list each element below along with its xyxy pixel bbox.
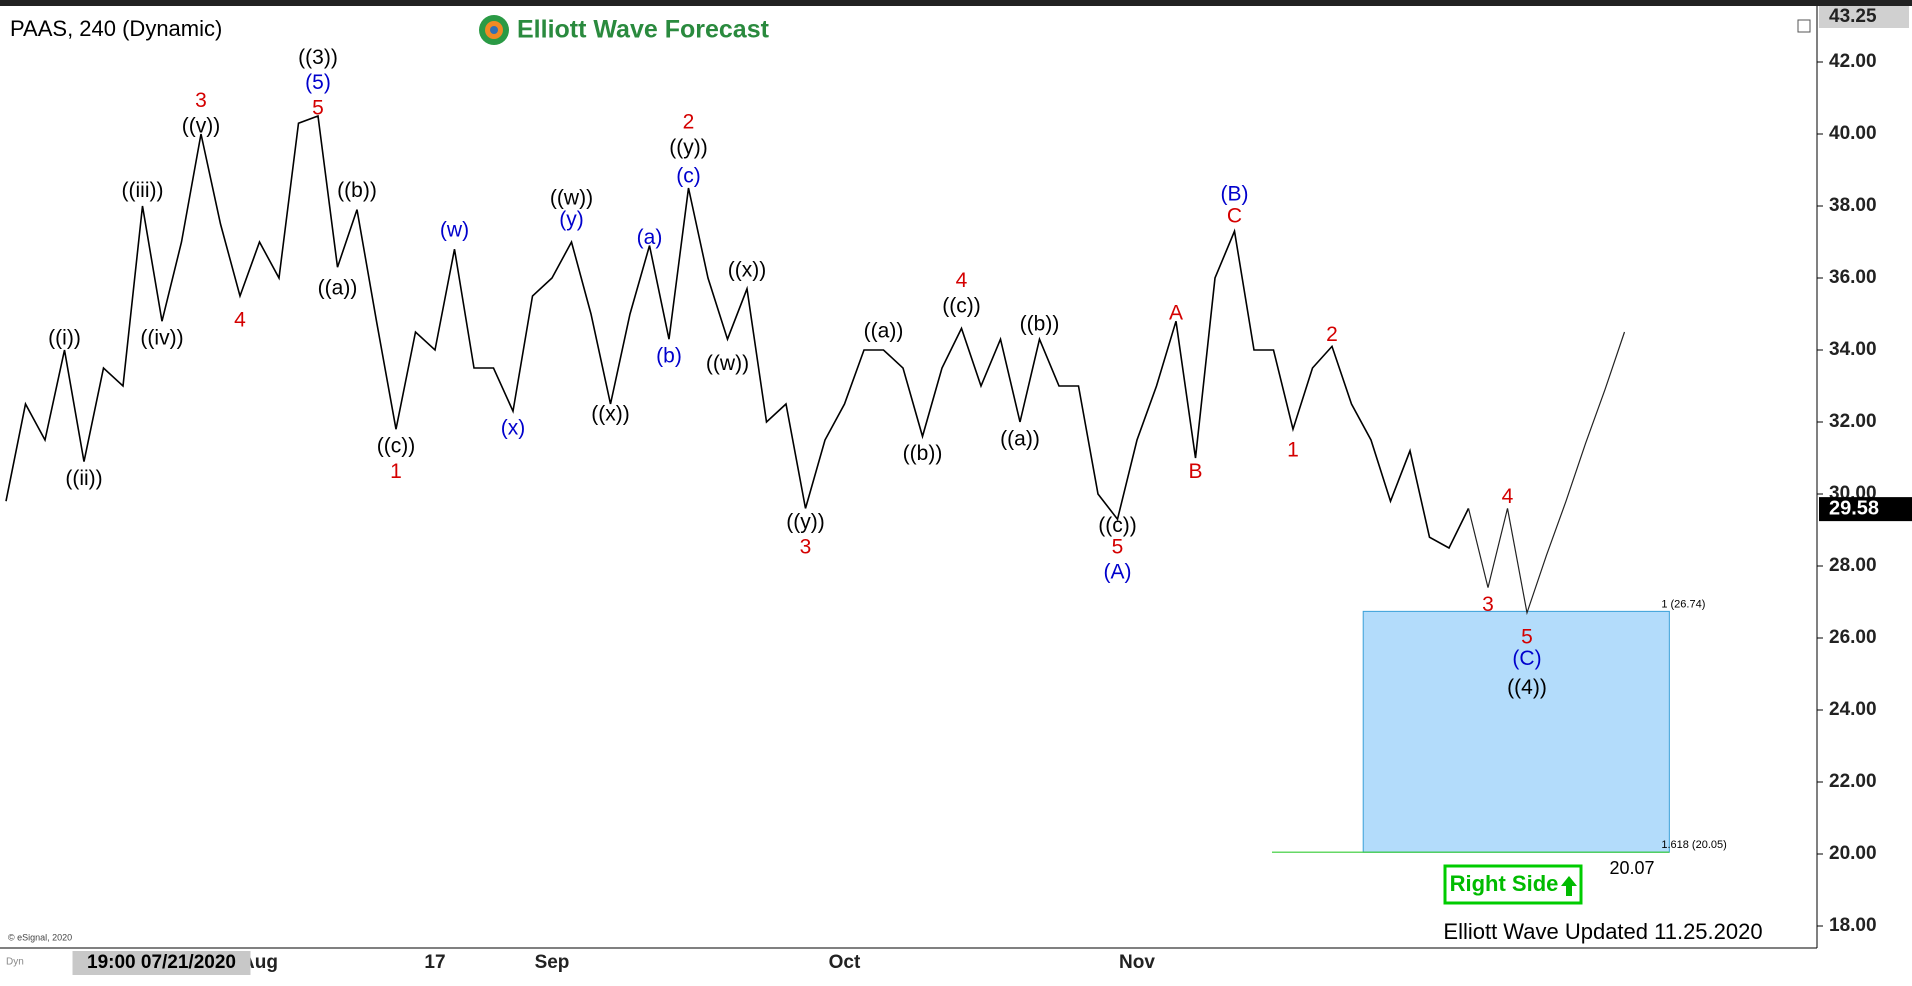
symbol-title: PAAS, 240 (Dynamic) xyxy=(10,16,222,41)
y-tick-label: 18.00 xyxy=(1829,915,1877,936)
wave-label: ((y)) xyxy=(786,510,824,533)
last-price-box xyxy=(1819,497,1912,522)
badge-text: Right Side xyxy=(1450,871,1559,896)
wave-label: (B) xyxy=(1221,183,1249,206)
top-border xyxy=(0,0,1912,6)
badge-arrow xyxy=(1561,876,1577,896)
y-tick-label: 36.00 xyxy=(1829,267,1877,288)
x-tick-label: Sep xyxy=(535,952,570,973)
wave-label: 3 xyxy=(800,536,812,559)
y-tick-label: 42.00 xyxy=(1829,51,1877,72)
wave-label: ((b)) xyxy=(903,442,943,465)
last-price-label: 29.58 xyxy=(1829,497,1879,519)
y-tick-label: 24.00 xyxy=(1829,699,1877,720)
wave-label: 1 xyxy=(1287,438,1299,461)
y-tick-label: 38.00 xyxy=(1829,195,1877,216)
fib-bottom-label: 1.618 (20.05) xyxy=(1661,839,1726,851)
x-tick-label: 17 xyxy=(424,952,445,973)
wave-label: (y) xyxy=(559,208,584,231)
y-tick-label: 22.00 xyxy=(1829,771,1877,792)
wave-label: 1 xyxy=(390,460,402,483)
wave-label: ((c)) xyxy=(1098,514,1136,537)
wave-label: 5 xyxy=(312,96,324,119)
wave-label: (w) xyxy=(440,219,469,242)
wave-label: ((x)) xyxy=(591,402,629,425)
wave-label: C xyxy=(1227,204,1242,227)
wave-label: ((iv)) xyxy=(140,327,183,350)
y-tick-label: 26.00 xyxy=(1829,627,1877,648)
wave-label: (c) xyxy=(676,165,701,188)
brand-name: Elliott Wave Forecast xyxy=(517,16,770,44)
badge-box xyxy=(1443,864,1583,905)
wave-label: (b) xyxy=(656,345,682,368)
wave-label: ((iii)) xyxy=(122,179,164,202)
wave-label: ((4)) xyxy=(1507,676,1547,699)
wave-label: 3 xyxy=(195,89,207,112)
wave-label: 5 xyxy=(1521,626,1533,649)
wave-label: ((a)) xyxy=(318,276,358,299)
wave-label: A xyxy=(1169,302,1183,325)
crosshair-label: 19:00 07/21/2020 xyxy=(87,952,236,973)
wave-label: 2 xyxy=(683,111,695,134)
wave-label: (A) xyxy=(1104,561,1132,584)
crosshair-box xyxy=(72,951,251,975)
wave-label: ((i)) xyxy=(48,327,81,350)
wave-label: ((ii)) xyxy=(65,467,102,490)
wave-label: 4 xyxy=(956,269,968,292)
wave-label: ((3)) xyxy=(298,46,338,69)
high-price-box xyxy=(1819,6,1909,28)
wave-label: 4 xyxy=(234,309,246,332)
wave-label: ((w)) xyxy=(706,352,749,375)
wave-label: 4 xyxy=(1502,485,1514,508)
wave-label: (C) xyxy=(1512,647,1541,670)
wave-label: (5) xyxy=(305,71,331,94)
y-tick-label: 34.00 xyxy=(1829,339,1877,360)
wave-label: B xyxy=(1188,460,1202,483)
brand-logo: Elliott Wave Forecast xyxy=(479,15,770,45)
y-tick-label: 40.00 xyxy=(1829,123,1877,144)
y-tick-label: 20.00 xyxy=(1829,843,1877,864)
wave-label: ((v)) xyxy=(182,114,220,137)
window-icon[interactable] xyxy=(1797,19,1811,33)
wave-label: ((b)) xyxy=(1020,312,1060,335)
wave-label: 2 xyxy=(1326,323,1338,346)
corner-label: Dyn xyxy=(6,957,24,968)
wave-label: 3 xyxy=(1482,593,1494,616)
wave-label: (a) xyxy=(637,226,663,249)
x-tick-label: Nov xyxy=(1119,952,1155,973)
wave-label: ((w)) xyxy=(550,186,593,209)
wave-label: ((a)) xyxy=(864,320,904,343)
wave-label: ((c)) xyxy=(377,435,415,458)
wave-label: ((x)) xyxy=(728,258,766,281)
wave-label: ((c)) xyxy=(942,294,980,317)
fib-top-label: 1 (26.74) xyxy=(1661,598,1705,610)
high-price-label: 43.25 xyxy=(1829,6,1877,27)
wave-label: ((y)) xyxy=(669,136,707,159)
y-tick-label: 28.00 xyxy=(1829,555,1877,576)
x-tick-label: Oct xyxy=(829,952,861,973)
y-tick-label: 32.00 xyxy=(1829,411,1877,432)
updated-note: Elliott Wave Updated 11.25.2020 xyxy=(1443,919,1762,944)
wave-label: 5 xyxy=(1112,536,1124,559)
logo-icon-core xyxy=(490,26,498,34)
price-line xyxy=(5,114,1470,550)
wave-label: ((b)) xyxy=(337,179,377,202)
target-label: 20.07 xyxy=(1609,858,1654,878)
wave-label: ((a)) xyxy=(1000,428,1040,451)
copyright: © eSignal, 2020 xyxy=(8,932,72,942)
projection-line xyxy=(1467,331,1626,616)
right-side-badge: Right Side xyxy=(1443,864,1583,905)
wave-label: (x) xyxy=(501,417,526,440)
